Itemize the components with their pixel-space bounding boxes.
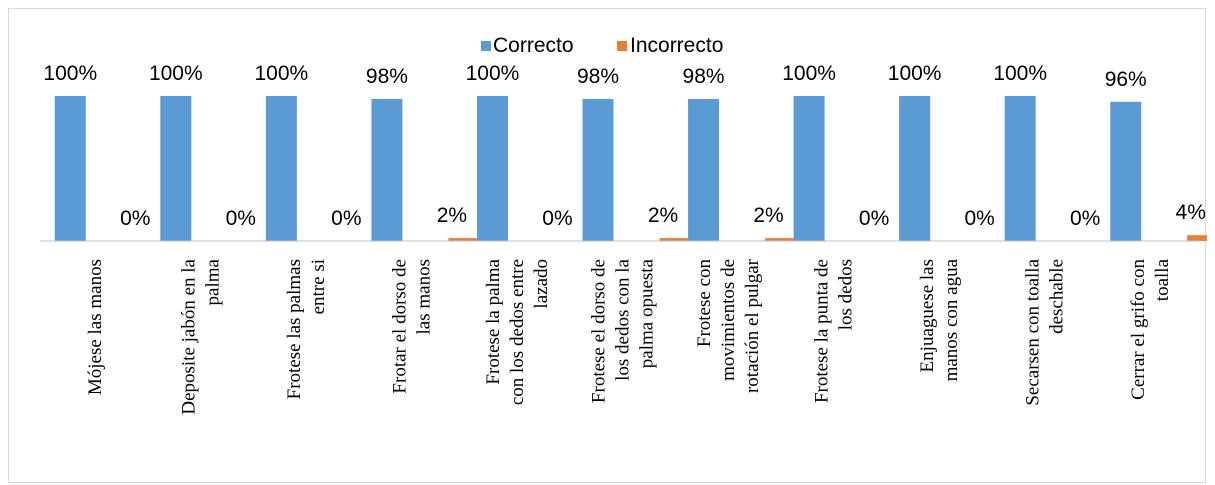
category-tick-line: con los dedos entre: [507, 259, 528, 405]
bar-correcto: [793, 96, 825, 241]
category-tick-line: los dedos: [836, 259, 857, 330]
category-tick-label: Mójese las manos: [85, 259, 106, 395]
category-tick-label: Frotese la punta de los dedos: [812, 259, 857, 403]
category-tick-line: toalla: [1153, 258, 1174, 301]
category-tick-line: Cerrar el grifo con: [1129, 259, 1150, 400]
category-tick-line: deschable: [1047, 259, 1068, 334]
category-tick-label: Frotese la palma con los dedos entre lazad…: [483, 258, 552, 405]
bar-incorrecto: [765, 238, 797, 241]
data-label-correcto: 100%: [993, 62, 1047, 85]
category-tick-line: Enjuaguese las: [917, 259, 938, 372]
category-tick-line: Mójese las manos: [85, 259, 106, 395]
category-tick-line: Secarsen con toalla: [1023, 258, 1044, 405]
data-label-incorrecto: 2%: [648, 204, 678, 227]
data-label-incorrecto: 0%: [859, 207, 889, 230]
category-tick-line: manos con agua: [941, 258, 962, 381]
bar-correcto: [160, 96, 192, 241]
bar-incorrecto: [448, 238, 480, 241]
bar-correcto: [54, 96, 86, 241]
category-tick-label: Enjuaguese las manos con agua: [917, 258, 962, 381]
category-tick-line: movimientos de: [718, 259, 739, 381]
data-label-incorrecto: 2%: [437, 204, 467, 227]
category-tick-line: rotación el pulgar: [742, 258, 763, 393]
chart-frame: Correcto Incorrecto 100% 0% Mójese las man…: [8, 8, 1207, 483]
category-tick-line: lazado: [531, 259, 552, 309]
category-tick-line: Frotese la palma: [483, 258, 504, 384]
category-tick-line: Frotese con: [694, 259, 715, 348]
category-tick-label: Secarsen con toalla deschable: [1023, 258, 1068, 405]
bar-chart: Correcto Incorrecto 100% 0% Mójese las man…: [40, 34, 1207, 415]
category-tick-line: las manos: [414, 259, 435, 334]
plot-area: 100% 0% Mójese las manos 100% 0% Deposite jab…: [40, 62, 1207, 415]
bar-correcto: [1004, 96, 1036, 241]
data-label-correcto: 98%: [366, 65, 408, 88]
data-label-incorrecto: 0%: [1070, 207, 1100, 230]
bar-correcto: [688, 98, 720, 242]
data-label-correcto: 100%: [149, 62, 203, 85]
data-label-correcto: 100%: [466, 62, 520, 85]
data-label-incorrecto: 0%: [331, 207, 361, 230]
bar-correcto: [582, 98, 614, 242]
category-tick-line: entre si: [308, 259, 329, 314]
category-tick-label: Frotar el dorso de las manos: [390, 259, 435, 394]
category-tick-label: Frotese con movimientos de rotación el pul…: [694, 258, 763, 393]
data-label-incorrecto: 0%: [226, 207, 256, 230]
data-label-incorrecto: 4%: [1176, 201, 1206, 224]
data-label-correcto: 100%: [782, 62, 836, 85]
legend: Correcto Incorrecto: [481, 34, 723, 57]
data-label-incorrecto: 0%: [542, 207, 572, 230]
bar-correcto: [476, 96, 508, 241]
data-label-correcto: 100%: [255, 62, 309, 85]
data-label-correcto: 98%: [683, 65, 725, 88]
bar-correcto: [899, 96, 931, 241]
legend-label-correcto: Correcto: [493, 34, 574, 57]
legend-swatch-incorrecto: [617, 41, 627, 51]
data-label-correcto: 100%: [43, 62, 97, 85]
bar-correcto: [1110, 101, 1142, 241]
category-tick-line: Frotar el dorso de: [390, 259, 411, 394]
category-tick-line: Frotese las palmas: [284, 259, 305, 399]
bar-incorrecto: [1187, 235, 1207, 241]
bar-correcto: [265, 96, 297, 241]
legend-swatch-correcto: [481, 41, 491, 51]
legend-label-incorrecto: Incorrecto: [630, 34, 723, 57]
category-tick-label: Frotese las palmas entre si: [284, 259, 329, 399]
data-label-incorrecto: 0%: [120, 207, 150, 230]
data-label-incorrecto: 0%: [964, 207, 994, 230]
bar-correcto: [371, 98, 403, 242]
category-tick-label: Deposite jabón en la palma: [179, 258, 224, 414]
data-label-correcto: 100%: [888, 62, 942, 85]
category-tick-line: Frotese la punta de: [812, 259, 833, 403]
bar-incorrecto: [659, 238, 691, 241]
category-tick-line: palma: [203, 258, 224, 305]
data-label-incorrecto: 2%: [753, 204, 783, 227]
category-tick-line: palma opuesta: [637, 258, 658, 368]
data-label-correcto: 98%: [577, 65, 619, 88]
category-tick-line: Deposite jabón en la: [179, 258, 200, 414]
data-label-correcto: 96%: [1105, 68, 1147, 91]
category-tick-label: Frotese el dorso de los dedos con la palma…: [589, 258, 658, 403]
category-tick-line: los dedos con la: [613, 258, 634, 380]
category-tick-label: Cerrar el grifo con toalla: [1129, 258, 1174, 399]
category-tick-line: Frotese el dorso de: [589, 259, 610, 403]
